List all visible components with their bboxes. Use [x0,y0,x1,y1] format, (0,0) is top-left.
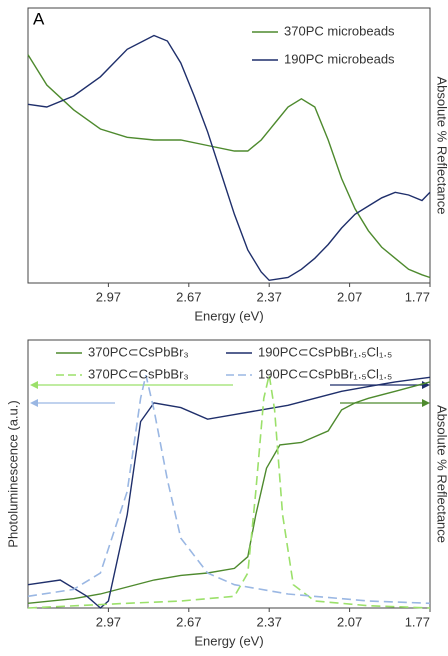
arrow-head [422,399,430,407]
panel-label: A [33,9,45,28]
legend-label: 370PC⊂CsPbBr₃ [88,344,189,359]
plot-frame [27,7,431,284]
x-tick-label: 2.67 [176,289,201,304]
x-tick-label: 2.97 [96,289,121,304]
x-tick-label: 1.77 [405,289,430,304]
x-axis-label: Energy (eV) [194,308,263,323]
x-tick-label: 2.67 [176,614,201,629]
series-line [27,381,431,604]
y-axis-label-right: Absolute % Reflectance [435,405,448,543]
x-tick-label: 2.07 [337,614,362,629]
x-tick-label: 2.37 [257,614,282,629]
series-line [27,374,431,605]
arrow-head [30,381,38,389]
x-tick-label: 2.37 [257,289,282,304]
series-line [27,54,431,279]
x-tick-label: 1.77 [405,614,430,629]
arrow-head [30,399,38,407]
series-line [27,374,431,609]
legend-label: 190PC microbeads [284,51,395,66]
plot-frame [27,339,431,609]
legend-box [29,341,429,375]
x-tick-label: 2.07 [337,289,362,304]
legend-label: 190PC⊂CsPbBr₁.₅Cl₁.₅ [258,366,392,381]
y-axis-label-right: Absolute % Reflectance [435,76,448,214]
legend-label: 370PC microbeads [284,23,395,38]
series-line [27,34,431,282]
axis-arrows [30,381,430,407]
y-axis-label: Photoluminescence (a.u.) [5,400,20,547]
series-line [27,376,431,609]
legend-label: 190PC⊂CsPbBr₁.₅Cl₁.₅ [258,344,392,359]
legend-box [244,12,426,78]
x-axis-label: Energy (eV) [194,633,263,648]
x-tick-label: 2.97 [96,614,121,629]
legend-label: 370PC⊂CsPbBr₃ [88,366,189,381]
